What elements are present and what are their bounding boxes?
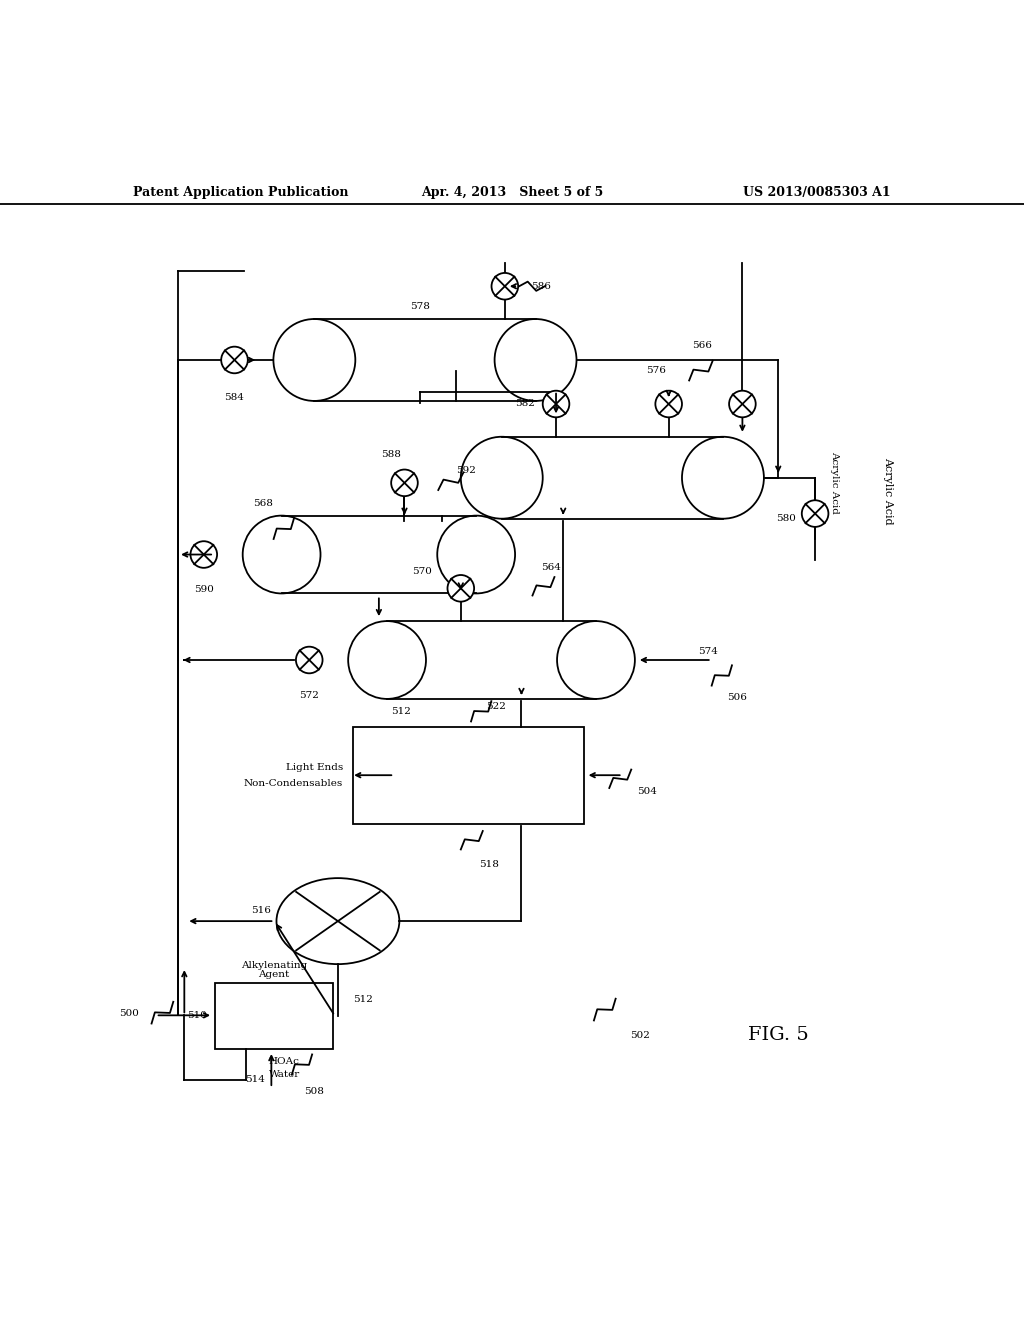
Text: 508: 508 — [304, 1086, 324, 1096]
Ellipse shape — [557, 622, 635, 698]
Ellipse shape — [348, 622, 426, 698]
Circle shape — [447, 576, 474, 602]
Text: 572: 572 — [299, 690, 319, 700]
Ellipse shape — [495, 319, 577, 401]
Bar — [353, 726, 584, 824]
Text: 574: 574 — [698, 647, 718, 656]
Text: 502: 502 — [630, 1031, 649, 1040]
Text: Acrylic Acid: Acrylic Acid — [830, 451, 840, 515]
Text: 566: 566 — [692, 341, 712, 350]
Text: 582: 582 — [515, 400, 535, 408]
Bar — [502, 437, 723, 519]
Text: 584: 584 — [224, 393, 245, 401]
Text: Agent: Agent — [258, 970, 290, 979]
Text: Light Ends: Light Ends — [286, 763, 343, 771]
Bar — [314, 319, 536, 401]
Circle shape — [296, 647, 323, 673]
Text: 564: 564 — [541, 562, 560, 572]
Text: HOAc: HOAc — [268, 1057, 300, 1067]
Text: Alkylenating: Alkylenating — [241, 961, 307, 970]
Ellipse shape — [243, 516, 321, 594]
Text: 578: 578 — [410, 302, 430, 310]
Text: 510: 510 — [187, 1011, 207, 1020]
Bar — [215, 982, 333, 1049]
Bar — [387, 622, 596, 698]
Circle shape — [190, 541, 217, 568]
Ellipse shape — [276, 878, 399, 964]
Text: 568: 568 — [254, 499, 273, 508]
Text: 590: 590 — [194, 585, 214, 594]
Text: 504: 504 — [637, 787, 656, 796]
Text: Apr. 4, 2013   Sheet 5 of 5: Apr. 4, 2013 Sheet 5 of 5 — [421, 186, 603, 199]
Text: 580: 580 — [776, 513, 796, 523]
Text: 512: 512 — [391, 708, 411, 717]
Text: 592: 592 — [456, 466, 475, 475]
Bar — [282, 516, 476, 594]
Circle shape — [655, 391, 682, 417]
Text: 586: 586 — [531, 281, 551, 290]
Circle shape — [221, 347, 248, 374]
Circle shape — [391, 470, 418, 496]
Circle shape — [802, 500, 828, 527]
Text: Acrylic Acid: Acrylic Acid — [883, 457, 893, 525]
Text: 576: 576 — [646, 367, 666, 375]
Text: Water: Water — [268, 1069, 300, 1078]
Text: 588: 588 — [381, 450, 400, 459]
Text: 570: 570 — [413, 568, 432, 577]
Text: Patent Application Publication: Patent Application Publication — [133, 186, 348, 199]
Ellipse shape — [273, 319, 355, 401]
Text: FIG. 5: FIG. 5 — [748, 1026, 808, 1044]
Text: 514: 514 — [246, 1074, 265, 1084]
Circle shape — [492, 273, 518, 300]
Text: 512: 512 — [353, 994, 373, 1003]
Circle shape — [543, 391, 569, 417]
Ellipse shape — [461, 437, 543, 519]
Ellipse shape — [437, 516, 515, 594]
Text: Non-Condensables: Non-Condensables — [244, 779, 343, 788]
Text: 506: 506 — [727, 693, 746, 702]
Ellipse shape — [682, 437, 764, 519]
Text: 500: 500 — [120, 1010, 139, 1019]
Text: 518: 518 — [479, 859, 499, 869]
Circle shape — [729, 391, 756, 417]
Text: 516: 516 — [252, 907, 271, 915]
Text: 522: 522 — [486, 702, 506, 711]
Text: US 2013/0085303 A1: US 2013/0085303 A1 — [743, 186, 891, 199]
